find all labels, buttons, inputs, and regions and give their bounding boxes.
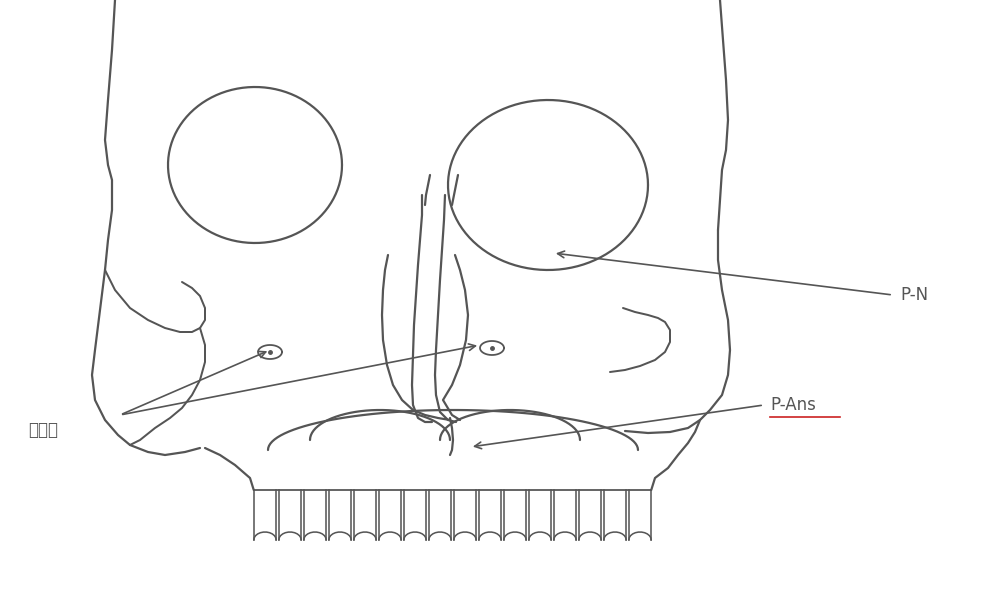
- Text: P-N: P-N: [900, 286, 928, 304]
- Text: 瞸下孔: 瞸下孔: [28, 421, 58, 439]
- Text: P-Ans: P-Ans: [770, 396, 816, 414]
